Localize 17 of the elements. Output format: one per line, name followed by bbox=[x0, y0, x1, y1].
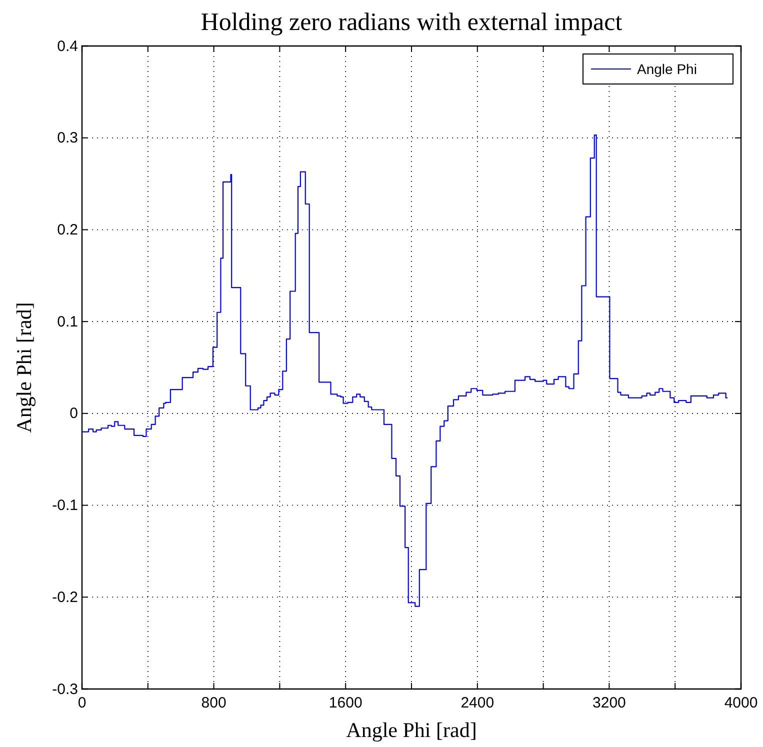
x-tick-label: 800 bbox=[201, 694, 226, 712]
y-tick-label: 0.1 bbox=[57, 313, 78, 330]
x-tick-label: 1600 bbox=[328, 694, 362, 712]
x-tick-label: 4000 bbox=[724, 694, 758, 712]
x-axis-title: Angle Phi [rad] bbox=[346, 718, 477, 742]
y-axis-title: Angle Phi [rad] bbox=[12, 302, 36, 433]
x-tick-label: 2400 bbox=[460, 694, 494, 712]
y-tick-label: 0.3 bbox=[57, 130, 78, 147]
y-tick-label: -0.1 bbox=[52, 497, 78, 514]
x-tick-label: 3200 bbox=[592, 694, 626, 712]
y-tick-label: -0.3 bbox=[52, 680, 78, 698]
y-tick-label: 0.2 bbox=[57, 222, 78, 239]
y-tick-label: -0.2 bbox=[52, 588, 78, 606]
y-tick-label: 0.4 bbox=[57, 38, 78, 55]
chart-title: Holding zero radians with external impact bbox=[200, 9, 622, 36]
legend-label: Angle Phi bbox=[637, 61, 697, 77]
y-tick-label: 0 bbox=[70, 405, 78, 422]
